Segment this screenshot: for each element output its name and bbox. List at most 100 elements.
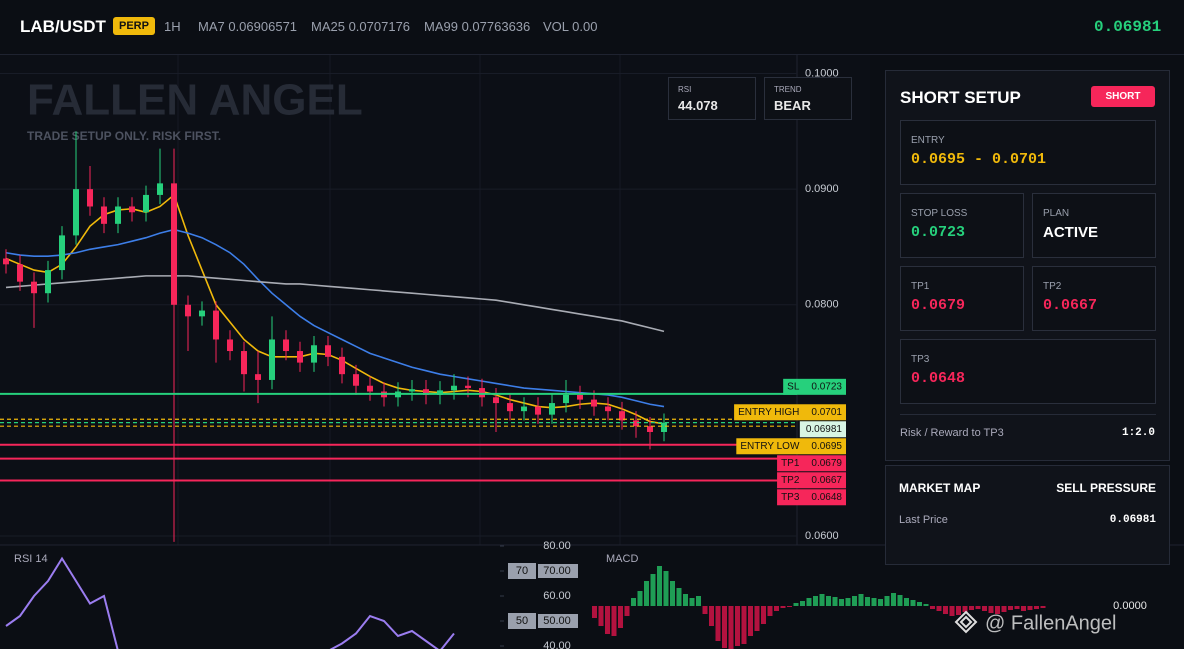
trend-box: TREND BEAR: [764, 77, 852, 120]
macd-bar: [845, 598, 851, 606]
level-label: 0.06981: [799, 421, 846, 438]
tick-bg: [538, 614, 578, 628]
level-value: 0.06981: [806, 424, 843, 435]
macd-bar: [637, 591, 643, 606]
candle-body: [185, 304, 191, 317]
y-tick-label: 0.0800: [805, 299, 839, 311]
level-name: SL: [787, 381, 800, 392]
candle-body: [311, 345, 317, 363]
y-tick-label: 40.00: [543, 640, 571, 649]
macd-bar: [956, 606, 961, 615]
level-label-bg: [777, 472, 846, 489]
y-tick-label: 50.00: [543, 615, 571, 627]
macd-bar: [1027, 606, 1033, 610]
macd-bar: [598, 606, 604, 626]
candle-body: [605, 406, 611, 412]
level-label: 0.0695 ENTRY LOW: [736, 438, 846, 455]
rsi-plot: 80.00 70.00 60.00 50.00 40.00 70 50: [5, 540, 578, 649]
candle-body: [367, 385, 373, 392]
rr-value: 1:2.0: [1121, 427, 1155, 439]
candle-body: [521, 406, 527, 412]
level-label-bg: [736, 438, 846, 455]
entry-label: ENTRY: [911, 135, 945, 146]
macd-bar: [735, 606, 740, 646]
market-title: MARKET MAP: [899, 481, 981, 495]
rsi-clip: [5, 556, 455, 649]
plan-value: ACTIVE: [1043, 224, 1099, 241]
y-tick-label: 0.0000: [1113, 600, 1147, 612]
macd-bar: [709, 606, 714, 626]
plot: [0, 73, 797, 542]
macd-bar: [761, 606, 766, 624]
candle-body: [409, 389, 415, 392]
candle-body: [269, 339, 275, 380]
macd-bar: [865, 597, 870, 606]
macd-bar: [858, 594, 864, 606]
level-name: TP3: [781, 492, 800, 503]
macd-bar: [982, 606, 987, 611]
macd-bar: [839, 599, 844, 606]
candle-body: [3, 258, 9, 265]
y-tick-label: 70.00: [543, 565, 571, 577]
macd-bar: [1040, 606, 1046, 608]
candle-body: [87, 189, 93, 207]
badge: PERP: [113, 17, 155, 35]
macd-bar: [611, 606, 617, 636]
level-value: 0.0679: [811, 458, 842, 469]
candle-body: [577, 394, 583, 400]
macd-bar: [741, 606, 747, 644]
level-name: ENTRY LOW: [740, 441, 800, 452]
rsi-label: RSI: [678, 85, 692, 94]
tick-bg: [538, 564, 578, 578]
candle-body: [493, 397, 499, 404]
chart-subtitle: TRADE SETUP ONLY. RISK FIRST.: [27, 129, 221, 143]
candle-body: [437, 390, 443, 395]
macd-bar: [767, 606, 773, 616]
level-label: 70: [516, 565, 528, 577]
rr-label: Risk / Reward to TP3: [900, 427, 1004, 439]
candle-body: [171, 183, 177, 305]
candle-body: [465, 385, 471, 389]
stop-label: STOP LOSS: [911, 208, 968, 219]
macd-bar: [754, 606, 760, 631]
macd-title: MACD: [606, 553, 638, 565]
candle-body: [31, 281, 37, 294]
macd-bar: [663, 571, 669, 606]
interval[interactable]: 1H: [164, 19, 181, 34]
plan-box: PLAN ACTIVE: [1032, 193, 1156, 258]
candle-body: [45, 270, 51, 294]
price-pane: [0, 55, 870, 545]
candle-body: [423, 389, 429, 395]
level-label-bg: [783, 378, 846, 395]
macd-bar: [969, 606, 974, 610]
tp3-label: TP3: [911, 354, 930, 365]
macd-bar: [943, 606, 948, 614]
candle-body: [325, 345, 331, 357]
macd-bar: [800, 601, 805, 606]
macd-bar: [780, 606, 786, 608]
setup-title: SHORT SETUP: [900, 88, 1021, 107]
macd-bar: [657, 566, 662, 606]
macd-bar: [936, 606, 942, 611]
entry-box: ENTRY 0.0695 - 0.0701: [900, 120, 1156, 185]
y-tick-label: 60.00: [543, 590, 571, 602]
trend-label: TREND: [774, 85, 802, 94]
chart-title: FALLEN ANGEL: [27, 76, 363, 125]
candle-body: [129, 206, 135, 213]
macd-bar: [670, 581, 675, 606]
level-label: 0.0648 TP3: [777, 489, 846, 506]
macd-bar: [871, 598, 877, 606]
macd-bar: [1014, 606, 1020, 609]
candle-body: [633, 420, 639, 427]
candle-body: [535, 406, 541, 415]
candle-body: [591, 399, 597, 407]
header: LAB/USDT PERP 1H MA7 0.06906571 MA25 0.0…: [0, 0, 1184, 55]
macd-bar: [1034, 606, 1039, 609]
ma7: MA7 0.06906571: [198, 19, 298, 34]
level-box: [508, 563, 536, 579]
candle-body: [451, 385, 457, 391]
last-price-value: 0.06981: [1109, 514, 1156, 526]
macd-bar: [988, 606, 994, 613]
stop-value: 0.0723: [911, 224, 966, 241]
candle-body: [339, 356, 345, 375]
